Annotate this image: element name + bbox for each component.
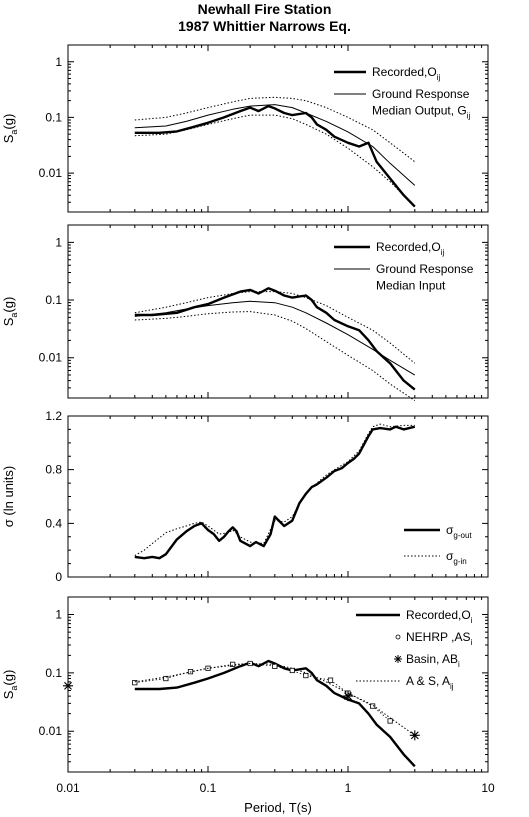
series-dotted-4-line	[134, 663, 416, 736]
legend-label: σg-in	[446, 549, 467, 566]
y-tick-label: 1	[55, 608, 62, 622]
series-thick-1-line	[134, 104, 416, 208]
series-thin-2-line	[134, 104, 416, 186]
series-dotted-2-line	[134, 423, 415, 556]
y-axis-label: Sa(g)	[1, 297, 19, 327]
legend-label-line2: Median Input	[376, 279, 446, 293]
plot-frame	[67, 415, 489, 578]
series-thick-1-line	[134, 659, 416, 768]
legend-swatch	[395, 634, 401, 640]
legend-label: A & S, Aij	[406, 674, 454, 691]
nehrp-point	[387, 718, 393, 724]
x-axis-label: Period, T(s)	[244, 800, 312, 815]
axis-ticks	[67, 596, 488, 773]
legend-label: Ground Response	[376, 262, 474, 276]
series-thick-1-line	[134, 287, 416, 391]
legend-label: Recorded,Oij	[376, 240, 444, 257]
y-tick-label: 1	[55, 235, 62, 249]
nehrp-point	[370, 703, 376, 709]
y-tick-label: 0.1	[45, 293, 62, 307]
y-tick-label: 0	[55, 570, 62, 584]
y-tick-label: 0.1	[45, 666, 62, 680]
series-dotted-4-line	[134, 311, 416, 402]
y-axis-label: σ (ln units)	[1, 466, 16, 527]
chart-panel-4: 1 0.1 0.01 0.01 0.1 1 10 Period, T(s) Sa(g) Recor…	[1, 596, 495, 815]
basin-point	[409, 730, 420, 741]
x-tick-label: 0.1	[200, 781, 217, 795]
plot-frame	[67, 224, 489, 399]
nehrp-point	[327, 677, 334, 683]
legend-label: σg-out	[446, 523, 472, 540]
nehrp-point	[230, 661, 236, 667]
nehrp-point	[303, 672, 309, 679]
nehrp-point	[272, 663, 278, 669]
y-tick-label: 0.01	[39, 724, 63, 738]
series-dotted-4-line	[134, 114, 416, 207]
nehrp-point	[132, 680, 138, 686]
series-dotted-3-line	[134, 291, 416, 364]
series-thin-2-line	[134, 300, 416, 376]
series-thick-1-line	[134, 425, 416, 560]
y-axis-label: Sa(g)	[1, 114, 19, 144]
y-tick-label: 0.1	[45, 110, 62, 124]
y-tick-label: 0.01	[39, 351, 63, 365]
series-dotted-3-line	[134, 96, 416, 163]
series-squares-2-line	[134, 663, 391, 722]
y-tick-label: 0.8	[45, 463, 62, 477]
chart-subtitle: 1987 Whittier Narrows Eq.	[178, 18, 351, 34]
chart-panel-1: 1 0.1 0.01 Sa(g) Recorded,Oij Ground Response…	[1, 44, 489, 213]
plot-frame	[67, 44, 489, 213]
legend-swatch	[394, 655, 402, 663]
y-tick-label: 1	[55, 55, 62, 69]
legend-label: Recorded,Oij	[372, 65, 440, 82]
legend-label-line2: Median Output, Gij	[372, 104, 470, 121]
chart-panel-2: 1 0.1 0.01 Sa(g) Recorded,Oij Ground Response…	[1, 224, 489, 402]
axis-ticks	[67, 224, 488, 399]
x-tick-label: 10	[481, 781, 495, 795]
chart-panel-3: 0 0.4 0.8 1.2 σ (ln units) σg-out σg-in	[1, 409, 489, 584]
legend-label: NEHRP ,ASi	[406, 630, 472, 647]
legend-label: Recorded,Oi	[406, 608, 473, 625]
axis-ticks	[67, 415, 488, 578]
axis-ticks	[67, 44, 488, 213]
y-tick-label: 1.2	[45, 409, 62, 423]
legend-label: Ground Response	[372, 87, 470, 101]
basin-point	[63, 680, 73, 691]
x-tick-label: 0.01	[56, 781, 80, 795]
nehrp-point	[289, 667, 295, 674]
y-tick-label: 0.01	[39, 166, 63, 180]
y-axis-label: Sa(g)	[1, 670, 19, 700]
legend-label: Basin, ABi	[406, 652, 460, 669]
x-tick-label: 1	[345, 781, 352, 795]
y-tick-label: 0.4	[45, 516, 62, 530]
chart-title: Newhall Fire Station	[197, 1, 332, 17]
basin-point	[343, 691, 353, 702]
nehrp-point	[163, 675, 169, 682]
